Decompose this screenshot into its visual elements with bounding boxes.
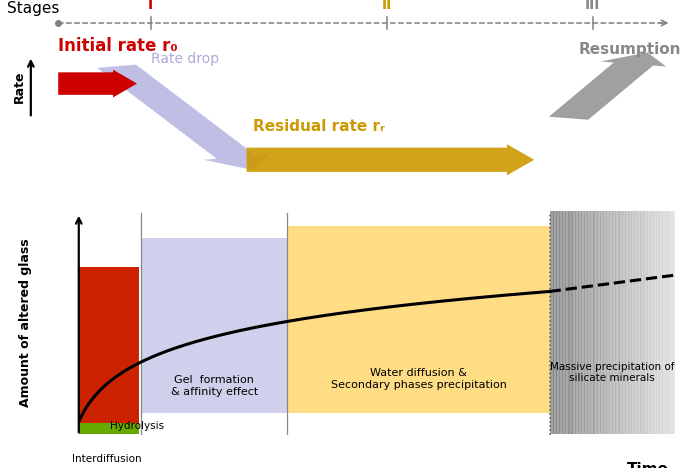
Bar	[553, 211, 557, 434]
Bar	[590, 211, 595, 434]
FancyArrow shape	[58, 70, 137, 97]
FancyArrow shape	[97, 65, 269, 170]
Text: I: I	[148, 0, 153, 12]
Bar	[562, 211, 566, 434]
Text: Resumption: Resumption	[579, 42, 682, 57]
Bar	[549, 211, 554, 434]
Text: Initial rate r₀: Initial rate r₀	[58, 37, 178, 55]
Bar	[671, 211, 676, 434]
Bar	[559, 211, 563, 434]
Text: Rate: Rate	[13, 71, 25, 103]
Bar	[565, 211, 569, 434]
Bar	[575, 211, 579, 434]
Bar	[571, 211, 576, 434]
Bar	[606, 211, 610, 434]
Text: Residual rate rᵣ: Residual rate rᵣ	[253, 119, 386, 134]
Text: Hydrolysis: Hydrolysis	[110, 421, 164, 431]
Bar	[612, 211, 616, 434]
Bar	[569, 211, 573, 434]
Text: Time: Time	[627, 462, 669, 468]
Bar	[79, 423, 140, 434]
Bar	[649, 211, 654, 434]
Bar	[587, 211, 591, 434]
Text: Rate drop: Rate drop	[151, 52, 219, 66]
Bar	[640, 211, 645, 434]
FancyArrow shape	[247, 144, 534, 176]
Bar	[647, 211, 651, 434]
Bar	[288, 227, 549, 413]
Bar	[631, 211, 635, 434]
Bar	[79, 267, 140, 423]
Bar	[625, 211, 629, 434]
Text: Gel  formation
& affinity effect: Gel formation & affinity effect	[171, 375, 258, 396]
Bar	[627, 211, 632, 434]
Bar	[669, 211, 673, 434]
Bar	[621, 211, 626, 434]
Text: Massive precipitation of
silicate minerals: Massive precipitation of silicate minera…	[550, 362, 675, 383]
FancyArrow shape	[549, 52, 667, 120]
Bar	[556, 211, 560, 434]
Bar	[597, 211, 601, 434]
Bar	[615, 211, 620, 434]
Bar	[643, 211, 648, 434]
Text: Stages: Stages	[7, 0, 59, 16]
Bar	[141, 238, 288, 413]
Bar	[581, 211, 585, 434]
Bar	[634, 211, 638, 434]
Bar	[599, 211, 604, 434]
Bar	[619, 211, 623, 434]
Bar	[584, 211, 588, 434]
Bar	[603, 211, 607, 434]
Bar	[637, 211, 641, 434]
Bar	[593, 211, 598, 434]
Bar	[653, 211, 657, 434]
Bar	[656, 211, 660, 434]
Text: III: III	[585, 0, 600, 12]
Bar	[659, 211, 663, 434]
Text: Water diffusion &
Secondary phases precipitation: Water diffusion & Secondary phases preci…	[331, 368, 506, 390]
Bar	[665, 211, 670, 434]
Text: Interdiffusion: Interdiffusion	[72, 454, 142, 464]
Text: Amount of altered glass: Amount of altered glass	[18, 239, 32, 407]
Bar	[609, 211, 613, 434]
Bar	[577, 211, 582, 434]
Text: II: II	[382, 0, 392, 12]
Bar	[662, 211, 667, 434]
